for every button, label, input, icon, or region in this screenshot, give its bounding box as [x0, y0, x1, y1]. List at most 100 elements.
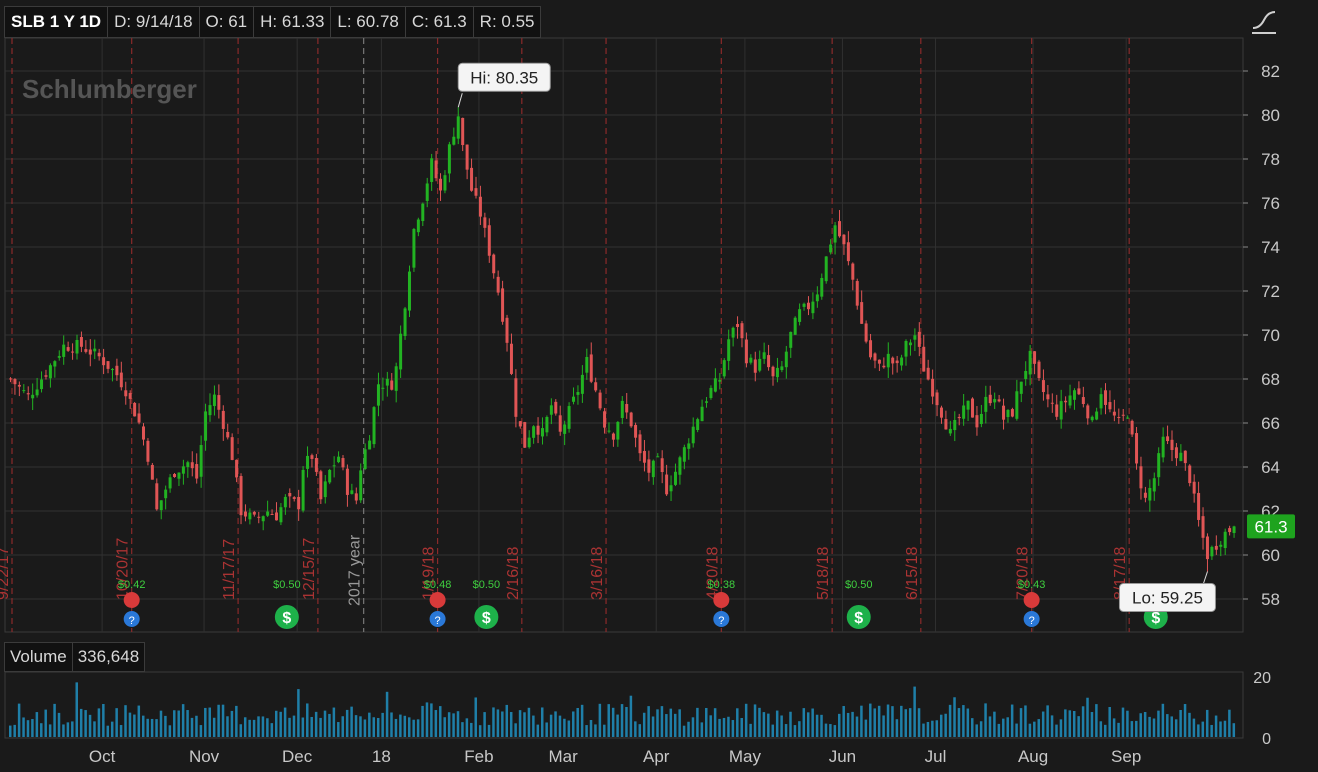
volume-bar: [953, 697, 956, 737]
volume-bar: [1064, 709, 1067, 737]
candle-body: [173, 473, 177, 477]
candle-body: [589, 354, 593, 382]
candle-body: [279, 507, 283, 523]
volume-bar: [128, 712, 132, 737]
volume-pane-frame: [4, 671, 1244, 739]
volume-bar: [540, 707, 544, 737]
candle-body: [1232, 526, 1236, 533]
candle-body: [13, 379, 17, 385]
dividend-amount-label: $0.43: [1018, 579, 1046, 591]
volume-bar: [1072, 711, 1076, 737]
drawing-tools-icon[interactable]: [1250, 8, 1278, 36]
x-tick-label: Jun: [829, 747, 856, 766]
dividend-icon: $: [474, 605, 499, 629]
volume-bar: [363, 719, 367, 737]
candle-body: [971, 398, 975, 418]
dividend-icon-glyph: $: [854, 610, 863, 627]
candle-body: [820, 278, 824, 297]
candle-body: [598, 392, 602, 409]
candle-body: [164, 489, 168, 499]
candle-body: [1166, 436, 1170, 442]
candle-body: [642, 450, 646, 463]
volume-bar: [274, 710, 278, 737]
candle-body: [775, 367, 779, 378]
volume-bar: [164, 715, 167, 737]
volume-bar: [337, 722, 340, 737]
volume-bar: [1090, 712, 1094, 737]
candle-body: [332, 465, 336, 467]
volume-bar: [926, 721, 930, 737]
candle-body: [939, 407, 943, 418]
volume-bar: [820, 714, 823, 737]
candle-body: [474, 188, 478, 196]
candle-body: [634, 424, 638, 438]
candle-body: [159, 500, 163, 511]
last-price-tag: 61.3: [1247, 514, 1295, 539]
candle-body: [133, 402, 137, 417]
volume-bar: [638, 724, 642, 737]
volume-bar: [1139, 713, 1142, 737]
candle-body: [798, 309, 802, 322]
volume-bar: [554, 711, 557, 737]
volume-bar: [1188, 712, 1191, 737]
volume-bar: [642, 712, 646, 737]
volume-bar: [332, 707, 336, 737]
volume-bar: [88, 714, 92, 737]
volume-bar: [904, 709, 908, 737]
dividend-icon-circle: [846, 605, 871, 629]
volume-bar: [190, 717, 194, 737]
symbol-label[interactable]: SLB 1 Y 1D: [5, 7, 109, 37]
candle-body: [744, 339, 748, 364]
candle-body: [673, 471, 677, 485]
candle-body: [1081, 397, 1085, 405]
volume-bar: [793, 725, 797, 737]
candle-body: [687, 443, 691, 449]
volume-bar: [824, 723, 828, 737]
volume-bar: [740, 717, 743, 737]
volume-bar: [328, 713, 331, 737]
candle-body: [514, 378, 518, 417]
volume-bar: [864, 719, 868, 737]
volume-bar: [846, 712, 850, 737]
volume-bar: [682, 725, 686, 737]
volume-bar: [771, 724, 775, 737]
watermark: Schlumberger: [22, 74, 197, 104]
candle-body: [647, 459, 651, 473]
volume-bar: [345, 709, 349, 737]
candle-body: [962, 405, 966, 419]
candle-body: [1099, 394, 1103, 409]
y-tick-label: 68: [1261, 370, 1280, 389]
candle-body: [177, 472, 181, 479]
candle-body: [1161, 436, 1165, 458]
candle-body: [102, 357, 106, 366]
dividend-amount-label: $0.38: [708, 579, 736, 591]
volume-bar: [310, 716, 313, 737]
candle-body: [235, 459, 239, 478]
candle-body: [620, 400, 624, 418]
candle-body: [771, 366, 775, 377]
candle-body: [53, 361, 57, 367]
volume-bar: [1028, 723, 1032, 737]
last-price-box: [1247, 514, 1295, 539]
volume-bar: [1121, 707, 1125, 737]
hi-bubble-text: Hi: 80.35: [470, 68, 538, 87]
volume-bar: [57, 712, 61, 737]
y-tick-label: 72: [1261, 282, 1280, 301]
volume-bar: [159, 710, 163, 737]
volume-bar: [886, 704, 890, 737]
candle-body: [62, 344, 66, 357]
event-date-label: 1/19/18: [421, 547, 438, 600]
candle-body: [1126, 417, 1130, 419]
candle-body: [381, 387, 385, 389]
candle-body: [35, 389, 39, 396]
candle-body: [492, 254, 496, 274]
candle-body: [669, 485, 673, 492]
candles: [9, 107, 1236, 572]
volume-bar: [452, 713, 455, 737]
volume-bar: [811, 708, 814, 737]
volume-bar: [1197, 724, 1200, 737]
candle-body: [1201, 516, 1205, 538]
candle-body: [261, 516, 265, 522]
